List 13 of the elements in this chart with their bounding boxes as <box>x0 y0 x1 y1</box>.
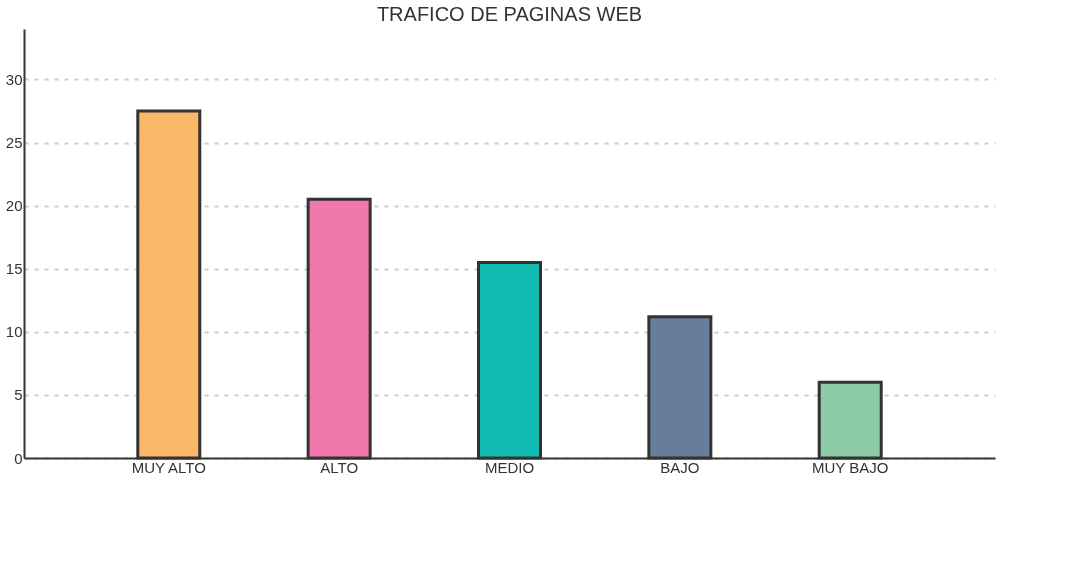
chart-title: TRAFICO DE PAGINAS WEB <box>376 3 643 25</box>
y-tick-label: 30 <box>5 70 23 88</box>
x-tick-label: MUY BAJO <box>812 458 889 476</box>
x-tick-label: MEDIO <box>484 458 535 476</box>
y-tick-label: 5 <box>14 386 23 404</box>
x-tick-label: MUY ALTO <box>131 458 206 476</box>
y-tick-label: 0 <box>14 449 23 467</box>
y-tick-label: 15 <box>5 260 23 278</box>
y-tick-label: 20 <box>5 197 23 215</box>
x-tick-label: ALTO <box>320 458 359 476</box>
x-tick-label: BAJO <box>660 458 700 476</box>
y-tick-label: 25 <box>5 134 23 152</box>
y-tick-label: 10 <box>5 323 23 341</box>
